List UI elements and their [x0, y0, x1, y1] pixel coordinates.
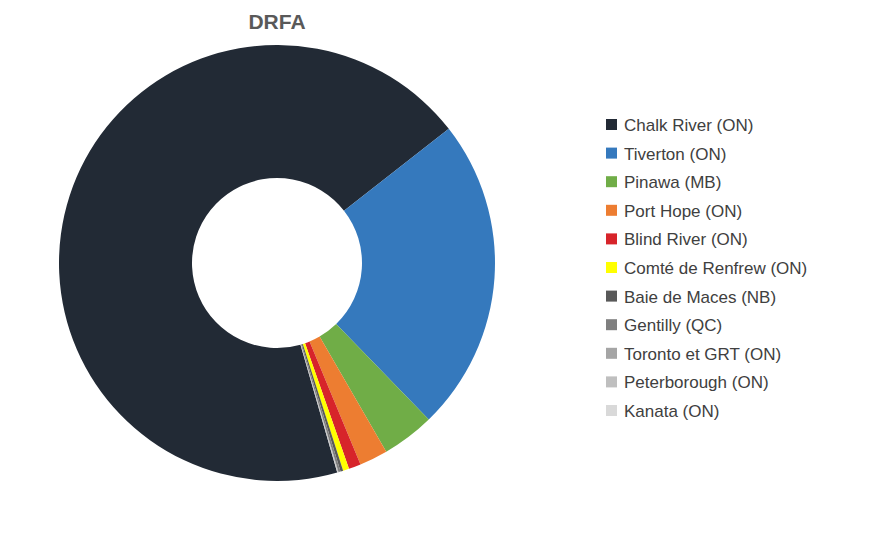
title: DRFA: [248, 10, 305, 33]
legend-swatch: [606, 319, 617, 330]
slice: [303, 343, 349, 470]
legend-swatch: [606, 405, 617, 416]
slice: [301, 345, 338, 473]
legend-swatch: [606, 376, 617, 387]
legend-label: Baie de Maces (NB): [624, 288, 776, 307]
legend-label: Peterborough (ON): [624, 373, 769, 392]
slice: [300, 345, 337, 473]
legend-swatch: [606, 119, 617, 130]
legend-swatch: [606, 291, 617, 302]
legend-swatch: [606, 176, 617, 187]
slice: [302, 344, 343, 472]
legend: Chalk River (ON) Tiverton (ON) Pinawa (MB)…: [606, 116, 807, 421]
legend-label: Blind River (ON): [624, 230, 748, 249]
legend-label: Kanata (ON): [624, 402, 719, 421]
legend-swatch: [606, 262, 617, 273]
legend-label: Tiverton (ON): [624, 145, 726, 164]
slices: [59, 45, 495, 481]
legend-label: Comté de Renfrew (ON): [624, 259, 807, 278]
legend-swatch: [606, 205, 617, 216]
chart: DRFA Chalk River (ON) Tiverton (ON) Pinawa …: [0, 0, 893, 545]
legend-label: Port Hope (ON): [624, 202, 742, 221]
legend-label: Chalk River (ON): [624, 116, 753, 135]
slice: [301, 345, 339, 473]
legend-swatch: [606, 348, 617, 359]
slice: [301, 344, 341, 472]
legend-label: Pinawa (MB): [624, 173, 721, 192]
legend-label: Gentilly (QC): [624, 316, 722, 335]
legend-swatch: [606, 233, 617, 244]
legend-swatch: [606, 148, 617, 159]
legend-label: Toronto et GRT (ON): [624, 345, 781, 364]
